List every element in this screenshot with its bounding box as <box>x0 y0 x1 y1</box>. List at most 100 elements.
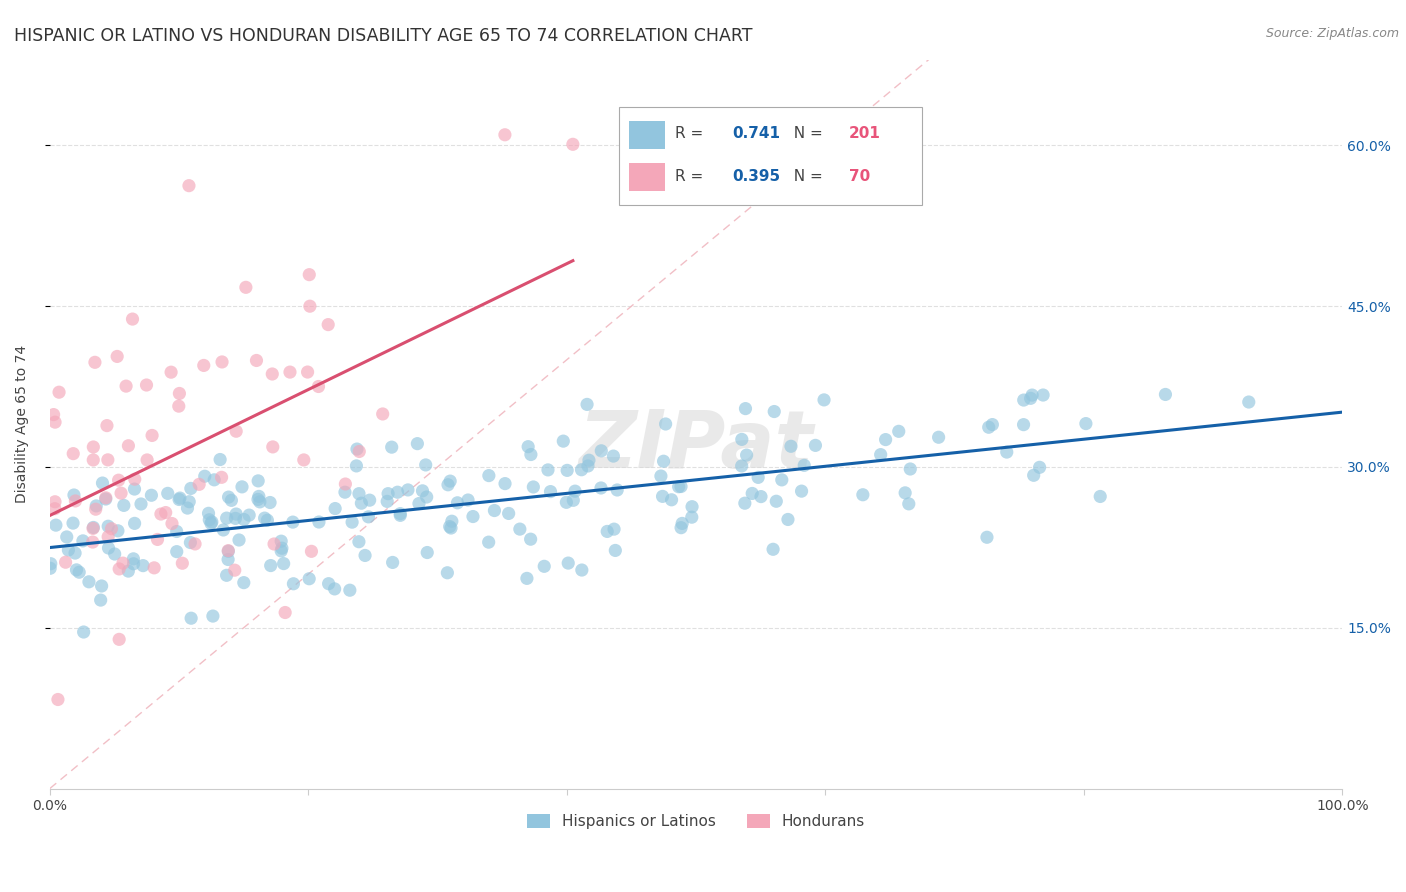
Point <box>406 436 429 450</box>
Text: N =: N = <box>785 127 828 142</box>
Point <box>62 447 84 461</box>
Point <box>72 533 94 548</box>
Point <box>516 571 538 585</box>
Point <box>225 507 247 521</box>
Point <box>262 440 284 454</box>
Point <box>357 509 380 524</box>
Point <box>246 492 269 507</box>
Point <box>440 521 463 535</box>
Point <box>669 521 692 535</box>
Point <box>596 524 619 539</box>
Point <box>233 512 256 526</box>
Point <box>82 520 104 534</box>
Point <box>564 484 586 499</box>
Point <box>179 494 201 508</box>
Point <box>110 486 132 500</box>
Point <box>117 564 139 578</box>
Point <box>180 611 202 625</box>
Point <box>122 551 145 566</box>
Point <box>201 515 224 529</box>
Point <box>247 489 270 503</box>
Point <box>763 404 786 418</box>
Point <box>1032 388 1054 402</box>
Point <box>72 625 94 640</box>
Text: 70: 70 <box>849 169 870 184</box>
Point <box>273 557 295 571</box>
Point <box>224 563 246 577</box>
Point <box>39 561 62 575</box>
Point <box>555 495 578 509</box>
Point <box>1237 395 1260 409</box>
Point <box>212 523 235 537</box>
Point <box>669 479 692 493</box>
Point <box>478 535 501 549</box>
Point <box>167 492 190 507</box>
Point <box>734 496 756 510</box>
Point <box>281 515 304 529</box>
Point <box>228 533 250 547</box>
Point <box>278 365 301 379</box>
Point <box>84 355 107 369</box>
Point <box>517 440 540 454</box>
Point <box>97 453 120 467</box>
Point <box>65 494 87 508</box>
Point <box>209 452 232 467</box>
Point <box>1021 388 1043 402</box>
Point <box>121 312 143 326</box>
Point <box>591 443 613 458</box>
Point <box>247 474 270 488</box>
Point <box>323 501 346 516</box>
Point <box>389 508 412 523</box>
Point <box>509 522 531 536</box>
Point <box>494 128 516 142</box>
Point <box>576 458 599 473</box>
Point <box>790 484 813 499</box>
Text: Source: ZipAtlas.com: Source: ZipAtlas.com <box>1265 27 1399 40</box>
Point <box>1074 417 1097 431</box>
Point <box>354 549 377 563</box>
Point <box>160 516 183 531</box>
Point <box>176 501 198 516</box>
Point <box>107 524 129 538</box>
Point <box>735 448 758 462</box>
Point <box>44 501 66 516</box>
Point <box>408 497 430 511</box>
Point <box>197 506 219 520</box>
Point <box>346 458 368 473</box>
Point <box>731 433 754 447</box>
Point <box>555 463 578 477</box>
Point <box>981 417 1004 432</box>
Point <box>193 359 215 373</box>
Point <box>1028 460 1050 475</box>
Point <box>318 576 340 591</box>
Point <box>681 500 703 514</box>
Point <box>177 178 200 193</box>
Point <box>90 579 112 593</box>
Point <box>221 493 243 508</box>
Point <box>172 556 194 570</box>
Point <box>668 480 690 494</box>
Point <box>108 632 131 647</box>
Point <box>146 533 169 547</box>
Point <box>741 486 763 500</box>
Point <box>323 582 346 596</box>
Point <box>39 557 62 571</box>
Point <box>928 430 950 444</box>
Point <box>681 510 703 524</box>
Point <box>135 378 157 392</box>
Point <box>122 557 145 571</box>
Point <box>377 486 399 500</box>
Point <box>298 572 321 586</box>
Point <box>301 544 323 558</box>
Point <box>381 440 404 454</box>
Point <box>484 503 506 517</box>
Point <box>259 495 281 509</box>
Point <box>62 516 84 530</box>
Legend: Hispanics or Latinos, Hondurans: Hispanics or Latinos, Hondurans <box>522 808 872 836</box>
Point <box>274 606 297 620</box>
Point <box>184 537 207 551</box>
Point <box>995 445 1018 459</box>
Point <box>100 522 122 536</box>
Point <box>396 483 419 497</box>
Point <box>359 493 381 508</box>
